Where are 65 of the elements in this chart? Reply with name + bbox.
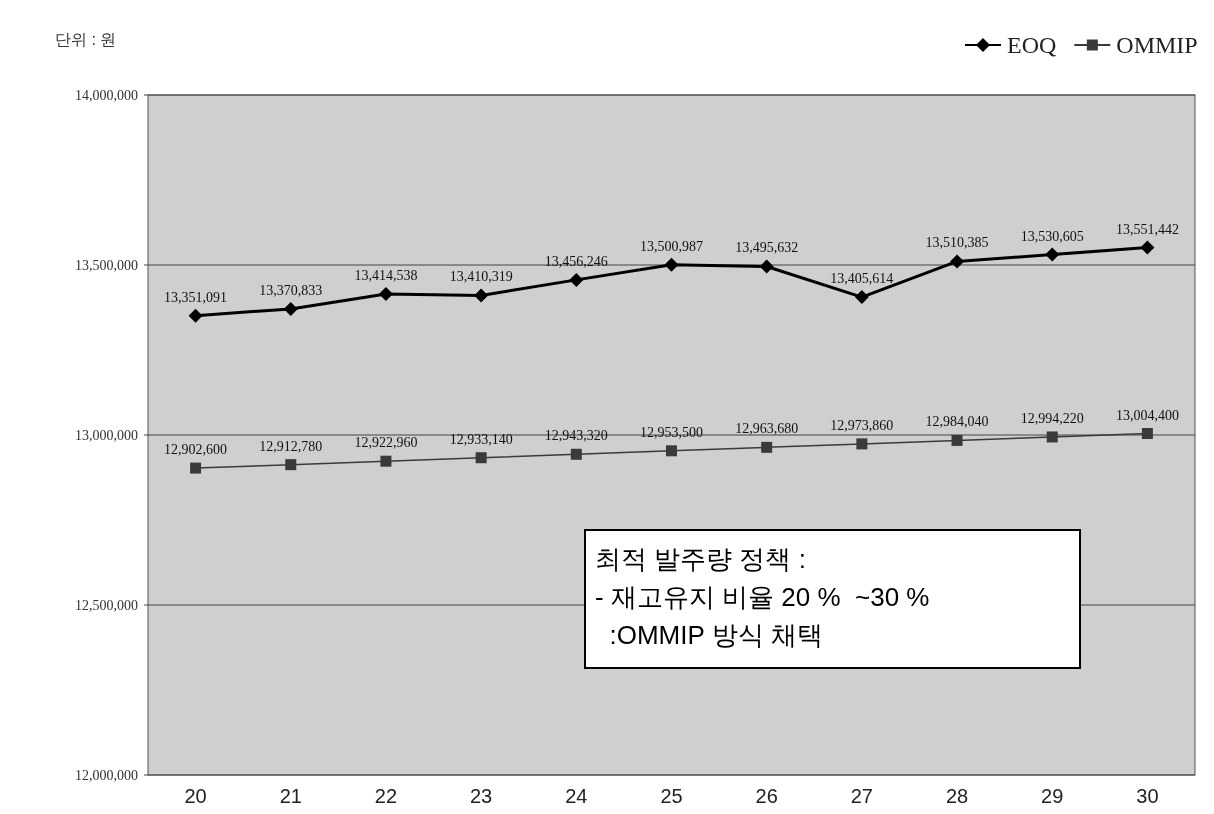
point — [188, 308, 203, 323]
y-tick-label: 14,000,000 — [75, 88, 138, 103]
data-label: 12,912,780 — [259, 438, 323, 454]
x-tick-label: 25 — [660, 785, 683, 807]
data-label: 13,004,400 — [1115, 407, 1179, 423]
point — [190, 462, 202, 474]
data-label: 12,984,040 — [925, 414, 989, 430]
point — [474, 288, 489, 303]
x-tick-label: 28 — [945, 785, 969, 807]
text: 단위 : 원 — [55, 31, 117, 48]
y-tick-label: 12,000,000 — [75, 768, 138, 783]
point — [761, 441, 773, 453]
point — [951, 434, 963, 446]
data-label: 12,973,860 — [830, 417, 894, 433]
legend-label: OMMIP — [1116, 32, 1198, 58]
point — [1046, 431, 1058, 443]
note-box: 최적 발주량 정책 : - 재고유지 비율 20 % ~30 % :OMMIP 방식 채택 — [584, 529, 1081, 669]
x-tick-label: 29 — [1041, 785, 1064, 807]
point — [1140, 240, 1155, 255]
point — [380, 455, 392, 467]
data-label: 12,902,600 — [164, 442, 228, 458]
x-tick-label: 27 — [850, 785, 873, 807]
point — [856, 438, 868, 450]
point — [570, 448, 582, 460]
point — [285, 459, 297, 471]
data-label: 12,963,680 — [735, 421, 799, 437]
data-label: 12,943,320 — [544, 428, 608, 444]
data-label: 13,510,385 — [925, 235, 989, 251]
data-label: 13,500,987 — [640, 238, 703, 254]
y-tick-label: 13,000,000 — [75, 428, 138, 443]
data-label: 13,530,605 — [1020, 228, 1084, 244]
data-label: 12,994,220 — [1020, 410, 1084, 426]
x-tick-label: 20 — [184, 785, 207, 807]
point — [854, 290, 869, 305]
data-label: 12,933,140 — [449, 431, 513, 447]
data-label: 12,922,960 — [354, 435, 418, 451]
data-label: 13,370,833 — [259, 282, 323, 298]
point — [283, 301, 298, 316]
point — [569, 272, 584, 287]
point — [378, 287, 393, 302]
data-label: 13,405,614 — [830, 271, 894, 287]
point — [1141, 428, 1153, 439]
point — [475, 452, 487, 464]
y-tick-label: 13,500,000 — [75, 258, 138, 273]
x-tick-label: 30 — [1136, 785, 1159, 807]
annotation: 최적 발주량 정책 : - 재고유지 비율 20 % ~30 % :OMMIP 방식 채택 — [595, 544, 930, 650]
x-tick-label: 23 — [470, 785, 493, 807]
x-tick-label: 26 — [755, 785, 778, 807]
point — [950, 254, 965, 269]
point — [664, 257, 679, 272]
data-label: 13,456,246 — [544, 253, 608, 269]
x-tick-label: 21 — [279, 785, 302, 807]
point — [666, 445, 677, 457]
point — [759, 259, 774, 274]
x-tick-label: 24 — [565, 785, 588, 807]
data-label: 13,410,319 — [449, 269, 513, 285]
data-label: 13,551,442 — [1115, 221, 1179, 237]
data-label: 13,351,091 — [164, 289, 228, 305]
data-label: 12,953,500 — [640, 424, 703, 440]
legend-label: EOQ — [1007, 32, 1057, 58]
x-tick-label: 22 — [374, 785, 398, 807]
point — [1045, 247, 1060, 262]
data-label: 13,414,538 — [354, 268, 418, 284]
data-label: 13,495,632 — [735, 240, 799, 256]
y-tick-label: 12,500,000 — [75, 598, 138, 613]
